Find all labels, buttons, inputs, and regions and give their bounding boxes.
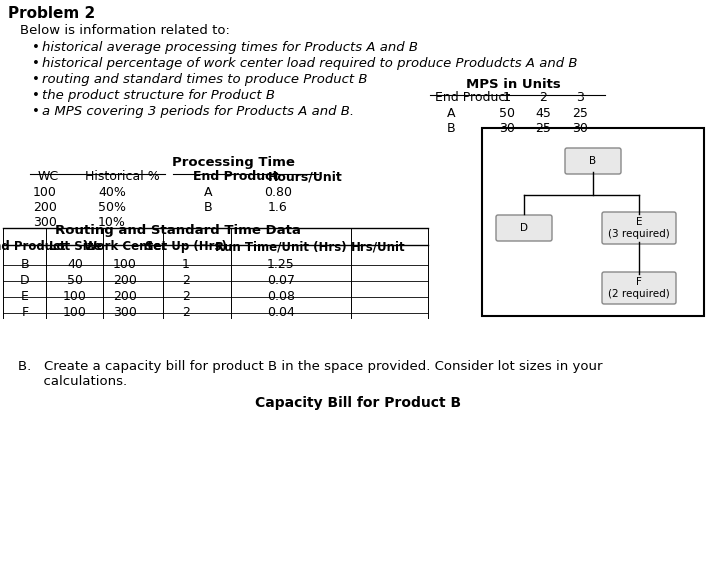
Text: 50%: 50% [98, 201, 126, 214]
Text: B: B [589, 156, 596, 166]
Text: 30: 30 [499, 122, 515, 135]
Text: D: D [20, 274, 30, 287]
Text: Set Up (Hrs): Set Up (Hrs) [145, 240, 227, 253]
Text: A: A [447, 107, 455, 120]
Text: 100: 100 [63, 290, 87, 303]
Text: •: • [32, 105, 40, 118]
Text: 200: 200 [113, 274, 137, 287]
Text: 2: 2 [539, 91, 547, 104]
Text: 200: 200 [33, 201, 57, 214]
Text: historical percentage of work center load required to produce Produdcts A and B: historical percentage of work center loa… [42, 57, 578, 70]
Text: Hours/Unit: Hours/Unit [268, 170, 343, 183]
Text: historical average processing times for Products A and B: historical average processing times for … [42, 41, 418, 54]
Text: 100: 100 [63, 306, 87, 319]
Text: 10%: 10% [98, 216, 126, 229]
Text: Problem 2: Problem 2 [8, 6, 95, 21]
Text: 0.04: 0.04 [267, 306, 295, 319]
Text: E: E [21, 290, 29, 303]
Text: 0.08: 0.08 [267, 290, 295, 303]
Text: Processing Time: Processing Time [172, 156, 294, 169]
FancyBboxPatch shape [602, 272, 676, 304]
Text: 25: 25 [535, 122, 551, 135]
Text: WC: WC [38, 170, 59, 183]
Text: 100: 100 [33, 186, 57, 199]
Text: Work Center: Work Center [84, 240, 167, 253]
Text: F: F [21, 306, 29, 319]
FancyBboxPatch shape [602, 212, 676, 244]
Text: Hrs/Unit: Hrs/Unit [351, 240, 405, 253]
Text: •: • [32, 89, 40, 102]
Text: 2: 2 [182, 290, 190, 303]
Text: 1.6: 1.6 [268, 201, 288, 214]
Text: 2: 2 [182, 306, 190, 319]
Text: 1: 1 [503, 91, 511, 104]
Text: D: D [520, 223, 528, 233]
Text: 200: 200 [113, 290, 137, 303]
Text: 1: 1 [182, 258, 190, 271]
Text: 30: 30 [572, 122, 588, 135]
Text: B.   Create a capacity bill for product B in the space provided. Consider lot si: B. Create a capacity bill for product B … [18, 360, 602, 373]
Text: 0.80: 0.80 [264, 186, 292, 199]
Text: 1.25: 1.25 [267, 258, 295, 271]
Text: B: B [203, 201, 213, 214]
Text: Below is information related to:: Below is information related to: [20, 24, 230, 37]
Text: End Product: End Product [193, 170, 279, 183]
Text: •: • [32, 41, 40, 54]
Text: 45: 45 [535, 107, 551, 120]
Text: Run Time/Unit (Hrs): Run Time/Unit (Hrs) [216, 240, 347, 253]
Text: B: B [447, 122, 455, 135]
Text: End Product: End Product [435, 91, 511, 104]
Text: Capacity Bill for Product B: Capacity Bill for Product B [255, 396, 461, 410]
Text: the product structure for Product B: the product structure for Product B [42, 89, 275, 102]
Text: 0.07: 0.07 [267, 274, 295, 287]
Text: 50: 50 [67, 274, 83, 287]
Text: 40: 40 [67, 258, 83, 271]
Text: 40%: 40% [98, 186, 126, 199]
Text: a MPS covering 3 periods for Products A and B.: a MPS covering 3 periods for Products A … [42, 105, 354, 118]
Text: Routing and Standard Time Data: Routing and Standard Time Data [55, 224, 301, 237]
Text: 25: 25 [572, 107, 588, 120]
Text: calculations.: calculations. [18, 375, 127, 388]
Text: Lot Size: Lot Size [49, 240, 101, 253]
Text: E
(3 required): E (3 required) [608, 217, 670, 239]
Text: •: • [32, 73, 40, 86]
FancyBboxPatch shape [565, 148, 621, 174]
Text: End Product: End Product [0, 240, 65, 253]
FancyBboxPatch shape [496, 215, 552, 241]
Text: B: B [21, 258, 29, 271]
Text: routing and standard times to produce Product B: routing and standard times to produce Pr… [42, 73, 367, 86]
Text: 300: 300 [113, 306, 137, 319]
Text: •: • [32, 57, 40, 70]
Text: 2: 2 [182, 274, 190, 287]
Text: A: A [204, 186, 212, 199]
Text: 3: 3 [576, 91, 584, 104]
Text: 100: 100 [113, 258, 137, 271]
Text: 50: 50 [499, 107, 515, 120]
Text: MPS in Units: MPS in Units [465, 78, 561, 91]
Text: Historical %: Historical % [85, 170, 160, 183]
FancyBboxPatch shape [482, 128, 704, 316]
Text: F
(2 required): F (2 required) [608, 277, 670, 299]
Text: 300: 300 [33, 216, 57, 229]
